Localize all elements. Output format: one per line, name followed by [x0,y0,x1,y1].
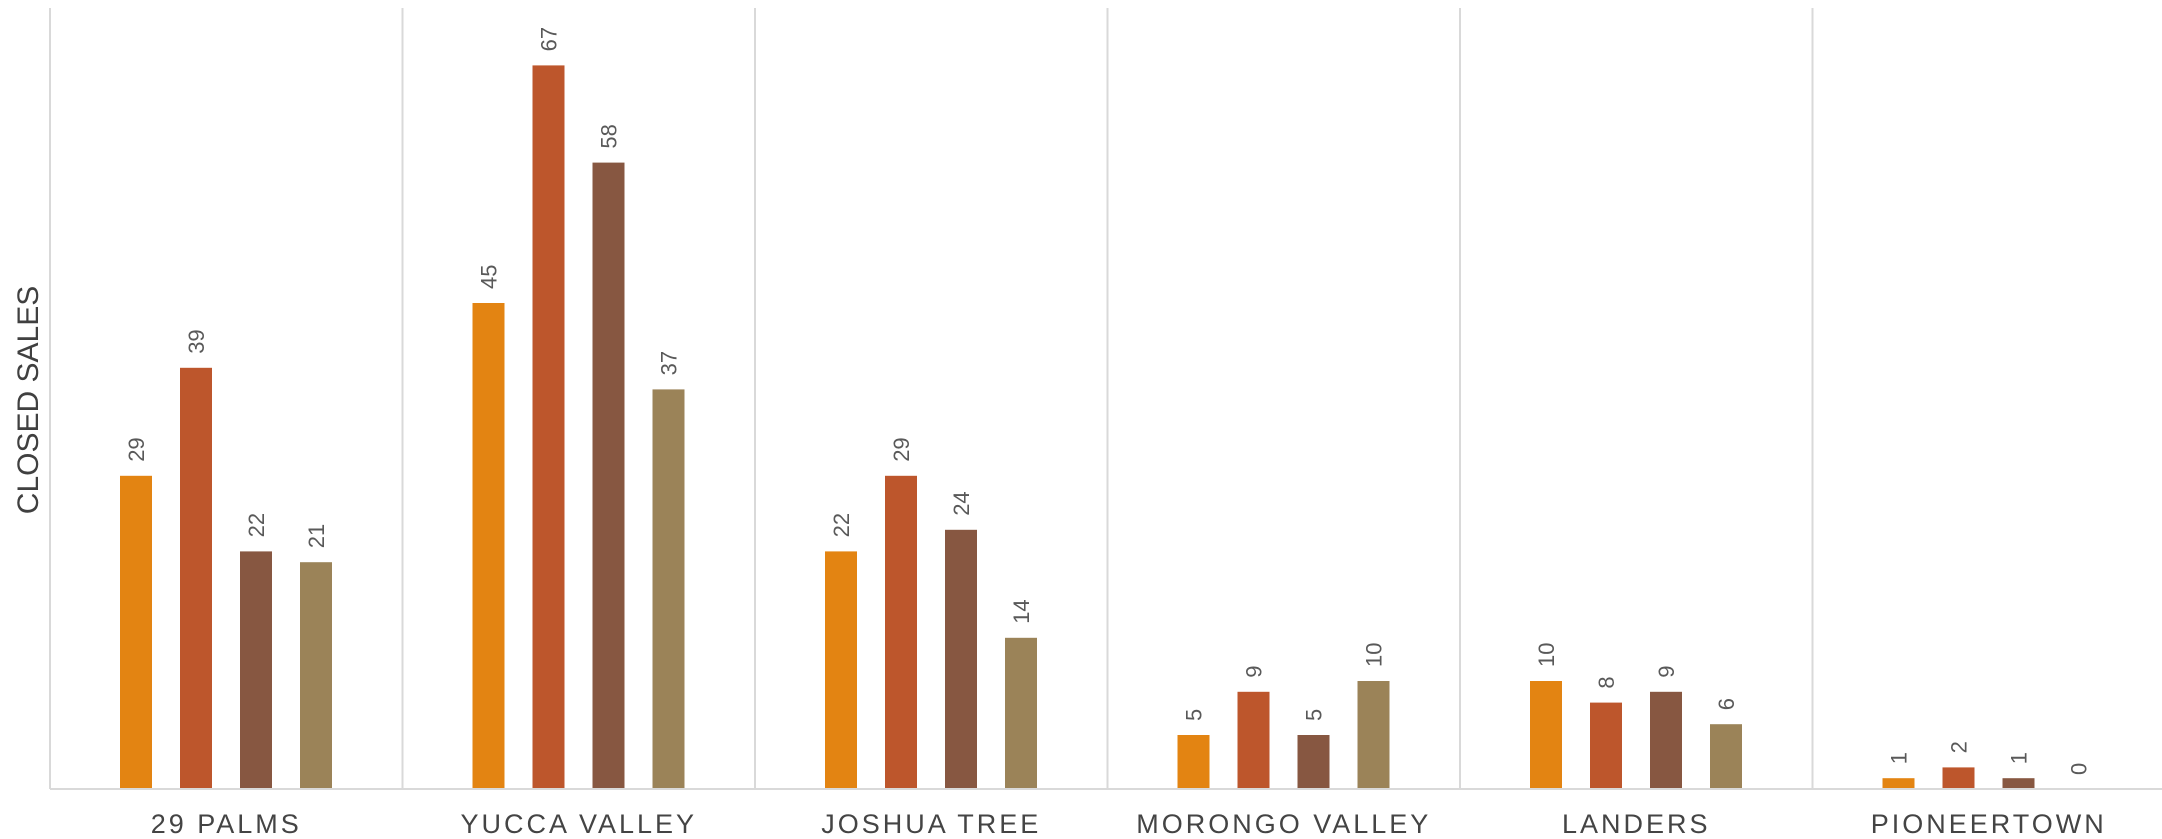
x-tick-label-yucca-valley: YUCCA VALLEY [460,809,697,839]
bar-yucca-valley-3 [592,162,625,790]
data-label-29-palms-1: 29 [124,437,149,461]
x-tick-label-joshua-tree: JOSHUA TREE [821,809,1041,839]
bar-29-palms-2 [180,367,212,789]
data-label-yucca-valley-3: 58 [597,124,622,148]
bars-group [120,65,2035,790]
data-label-morongo-valley-4: 10 [1362,643,1387,667]
bar-29-palms-4 [300,562,332,789]
data-label-29-palms-2: 39 [184,329,209,353]
data-label-pioneertown-3: 1 [2007,752,2032,764]
bar-joshua-tree-1 [825,551,857,789]
data-label-landers-2: 8 [1594,676,1619,688]
bar-yucca-valley-2 [532,65,565,789]
data-label-morongo-valley-3: 5 [1302,709,1327,721]
data-label-joshua-tree-2: 29 [889,437,914,461]
x-tick-labels: 29 PALMS YUCCA VALLEY JOSHUA TREE MORONGO V… [151,809,2107,839]
data-label-29-palms-4: 21 [304,524,329,548]
bar-pioneertown-1 [1882,778,1915,789]
data-label-joshua-tree-3: 24 [949,491,974,515]
data-label-pioneertown-4: 0 [2067,763,2092,775]
x-tick-label-29-palms: 29 PALMS [151,809,302,839]
bar-yucca-valley-1 [472,303,505,789]
bar-joshua-tree-3 [945,529,977,789]
bar-morongo-valley-1 [1177,735,1210,789]
data-label-joshua-tree-4: 14 [1009,599,1034,623]
data-label-yucca-valley-1: 45 [477,265,502,289]
bar-yucca-valley-4 [652,389,685,789]
y-axis-title: CLOSED SALES [12,286,45,514]
x-tick-label-morongo-valley: MORONGO VALLEY [1136,809,1431,839]
bar-morongo-valley-4 [1357,681,1390,789]
bar-landers-2 [1590,702,1622,789]
bar-pioneertown-3 [2002,778,2035,789]
bar-morongo-valley-2 [1237,691,1270,789]
data-label-landers-1: 10 [1534,643,1559,667]
bar-landers-1 [1530,681,1562,789]
data-label-morongo-valley-2: 9 [1242,666,1267,678]
data-label-pioneertown-1: 1 [1887,752,1912,764]
bar-29-palms-1 [120,475,152,789]
data-label-joshua-tree-1: 22 [829,513,854,537]
bar-morongo-valley-3 [1297,735,1330,789]
bar-29-palms-3 [240,551,272,789]
x-tick-label-pioneertown: PIONEERTOWN [1871,809,2107,839]
bar-landers-3 [1650,691,1682,789]
data-label-pioneertown-2: 2 [1947,741,1972,753]
bar-joshua-tree-4 [1005,637,1037,789]
category-separators [49,8,1814,789]
bar-landers-4 [1710,724,1742,789]
bar-pioneertown-2 [1942,767,1975,789]
data-label-yucca-valley-4: 37 [657,351,682,375]
data-label-morongo-valley-1: 5 [1182,709,1207,721]
data-label-landers-4: 6 [1714,698,1739,710]
data-label-29-palms-3: 22 [244,513,269,537]
data-label-yucca-valley-2: 67 [537,27,562,51]
data-label-landers-3: 9 [1654,666,1679,678]
x-tick-label-landers: LANDERS [1562,809,1711,839]
bar-joshua-tree-2 [885,475,917,789]
